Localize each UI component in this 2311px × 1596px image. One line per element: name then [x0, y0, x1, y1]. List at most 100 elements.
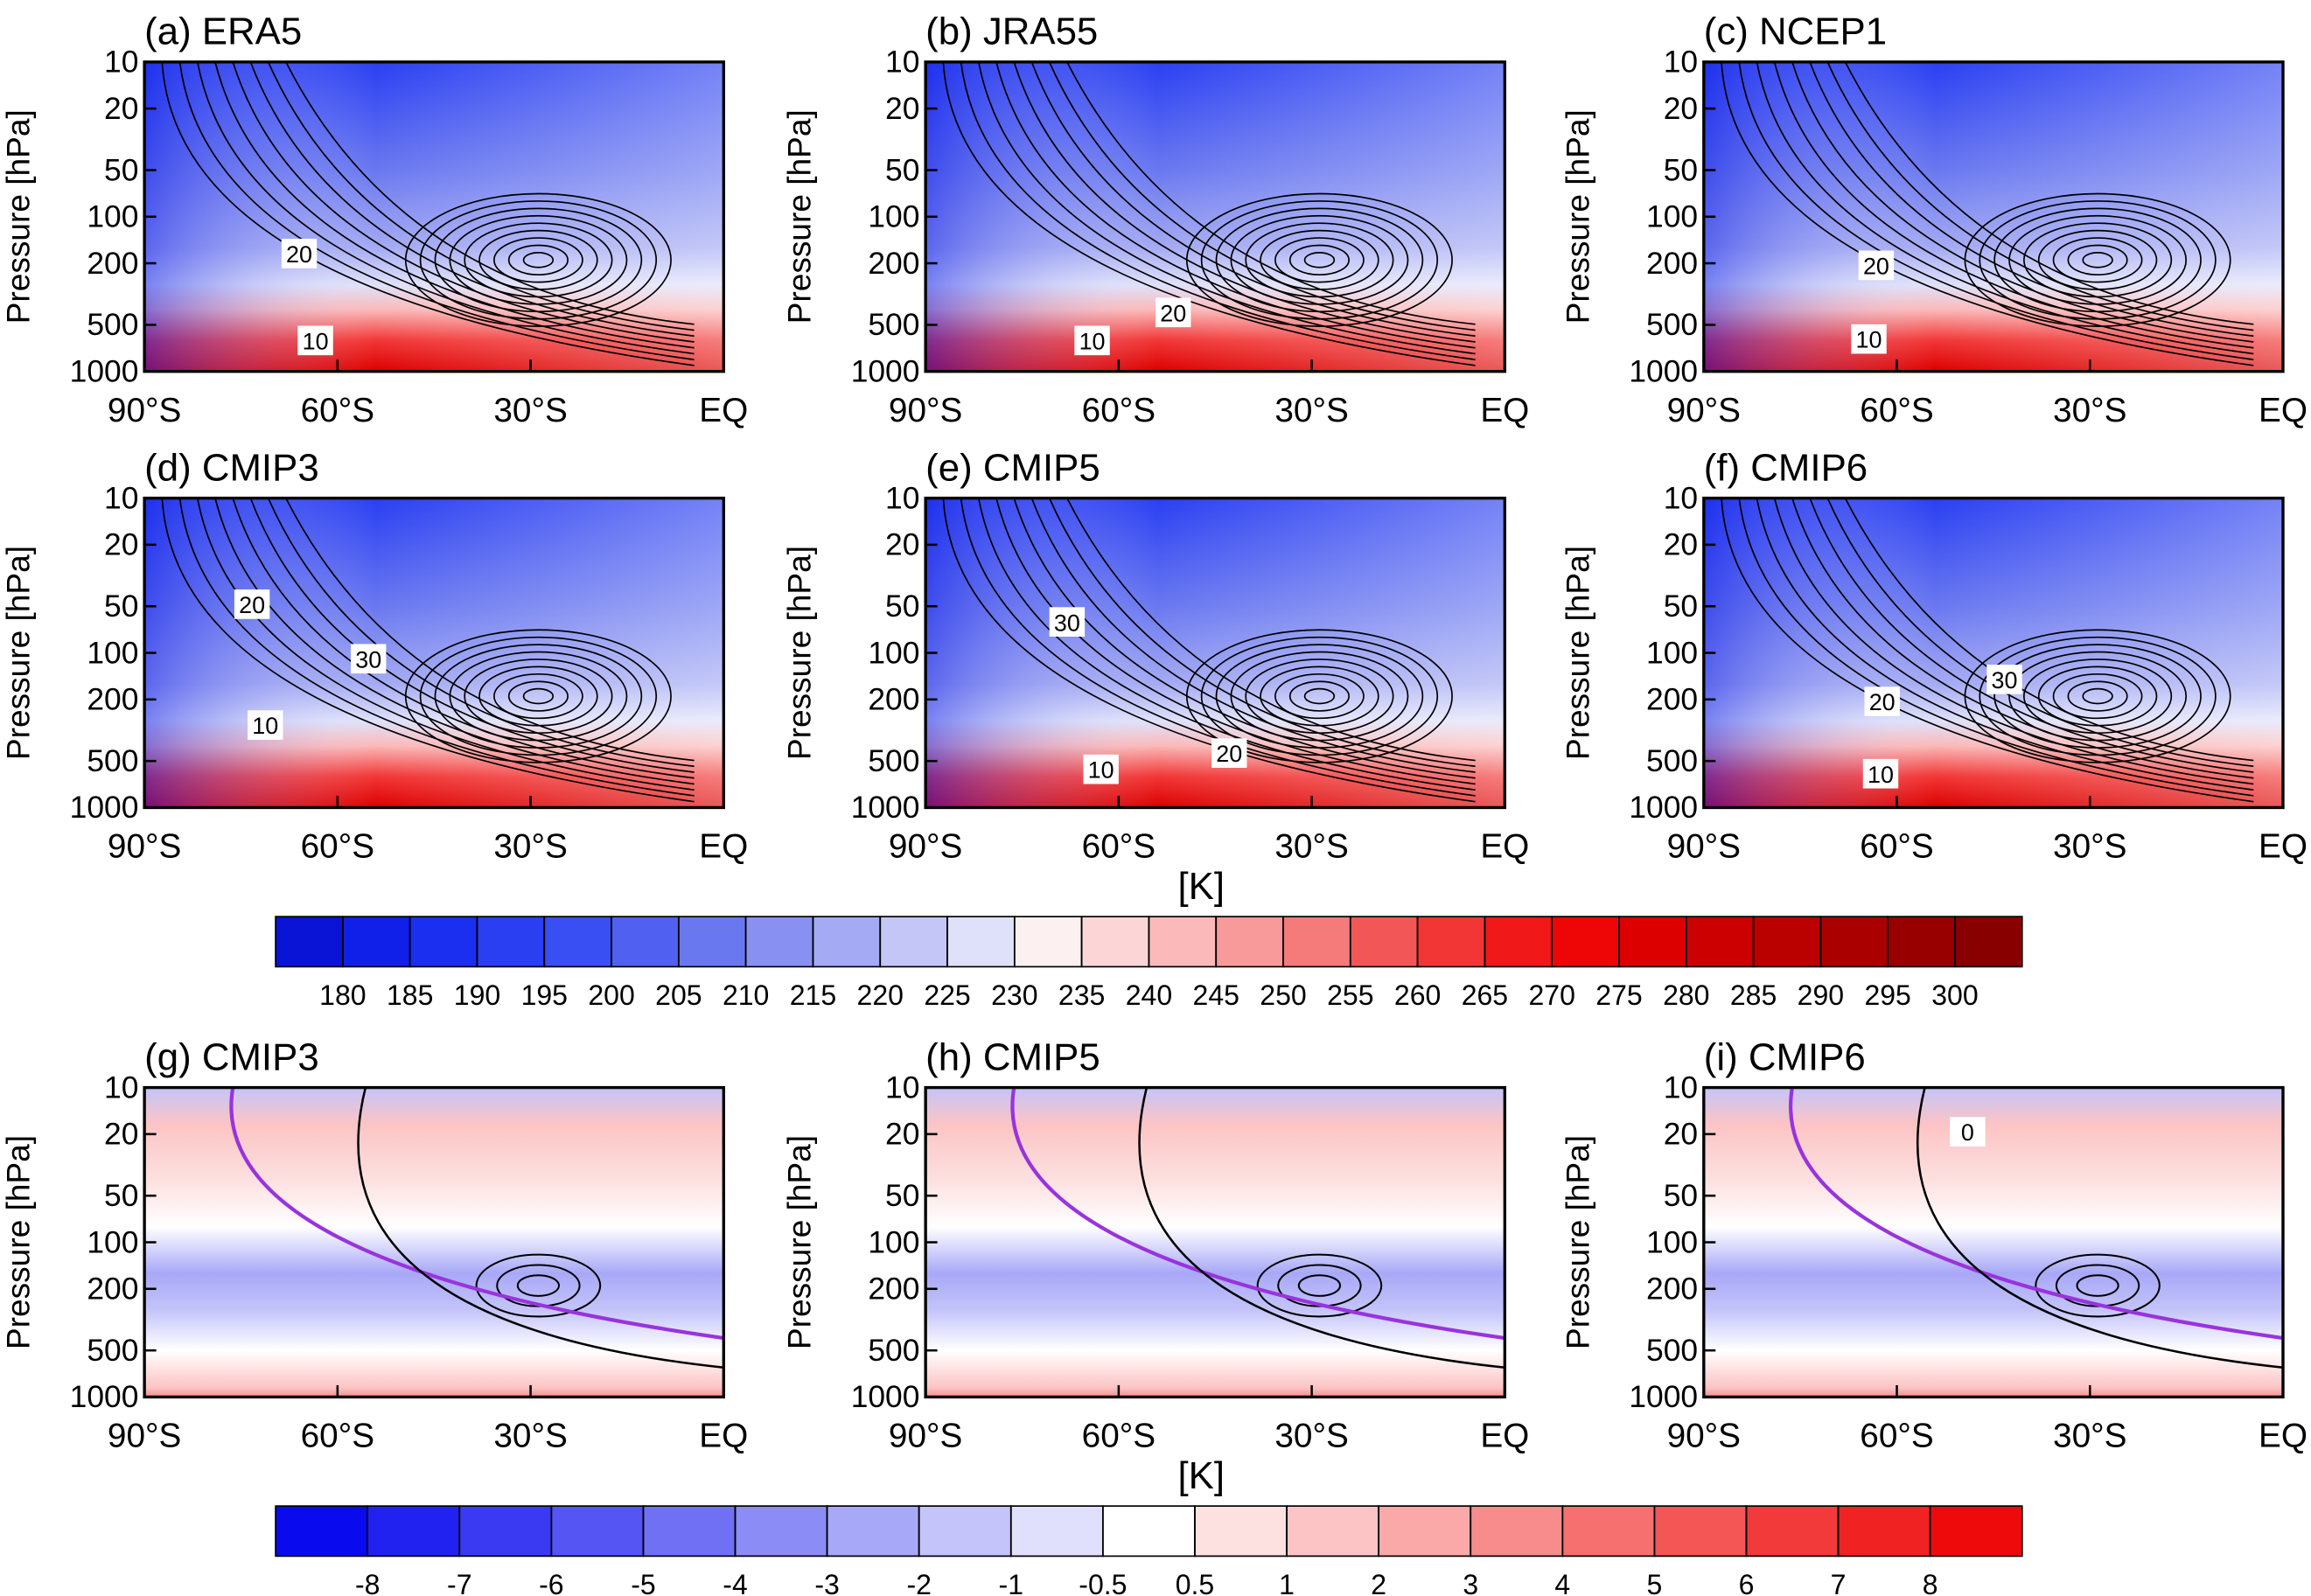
contour-label-box — [1074, 325, 1110, 356]
colorbar-box — [1685, 916, 1755, 968]
x-tick-label: EQ — [1480, 392, 1529, 429]
y-tick-label: 1000 — [1629, 791, 1698, 825]
x-tick-label: 90°S — [889, 392, 962, 429]
colorbar-box — [812, 916, 882, 968]
y-tick-label: 50 — [1664, 1179, 1698, 1213]
colorbar-box — [1013, 916, 1083, 968]
contour-label-box — [248, 710, 283, 740]
colorbar-tick-label: 295 — [1864, 979, 1910, 1011]
colorbar-tick-label: 0.5 — [1176, 1569, 1214, 1596]
contour-label-box — [1156, 297, 1191, 328]
x-tick-label: 30°S — [1274, 828, 1348, 866]
colorbar-tick-label: 210 — [723, 979, 769, 1011]
colorbar-box — [476, 916, 546, 968]
contour-line — [229, 1087, 724, 1341]
y-tick-label: 200 — [87, 247, 138, 281]
colorbar-label: [K] — [1177, 865, 1225, 908]
x-tick-label: 90°S — [1667, 828, 1741, 866]
y-tick-label: 500 — [868, 1334, 919, 1368]
y-tick-label: 50 — [104, 153, 138, 187]
colorbar-tick-label: -8 — [355, 1569, 380, 1596]
contour-line — [249, 61, 695, 338]
contour-label: 20 — [1160, 300, 1186, 326]
y-tick-label: 20 — [885, 92, 919, 126]
colorbar-tick-label: 220 — [857, 979, 904, 1011]
x-tick-label: 30°S — [1274, 392, 1348, 429]
colorbar-box — [1954, 916, 2023, 968]
contour-line — [1010, 1087, 1505, 1341]
y-tick-label: 10 — [885, 1070, 919, 1105]
contour-line — [995, 498, 1476, 785]
panel-title: (e) CMIP5 — [925, 446, 1100, 489]
contour-line — [2035, 1253, 2161, 1318]
y-tick-label: 200 — [868, 683, 919, 717]
contour-line — [1048, 498, 1476, 768]
colorbar-tick-label: 195 — [521, 979, 568, 1011]
colorbar-tick-label: -1 — [999, 1569, 1023, 1596]
contour-line — [2052, 237, 2143, 283]
y-tick-label: 1000 — [1629, 355, 1698, 389]
colorbar-box — [1653, 1505, 1748, 1558]
contour-label: 30 — [1992, 667, 2018, 693]
contour-line — [196, 498, 695, 791]
colorbar-box — [642, 1505, 737, 1558]
colorbar-box — [1349, 916, 1419, 968]
contour-line — [249, 498, 695, 773]
colorbar-box — [1887, 916, 1956, 968]
y-tick-label: 100 — [87, 1225, 138, 1259]
contour-line — [285, 498, 695, 762]
colorbar-tick-label: 7 — [1831, 1569, 1847, 1596]
y-tick-label: 50 — [104, 1179, 138, 1213]
contour-line — [960, 61, 1476, 361]
colorbar-tick-label: -2 — [906, 1569, 931, 1596]
colorbar-tick-label: 235 — [1058, 979, 1105, 1011]
x-tick-label: EQ — [1480, 828, 1529, 866]
y-tick-label: 50 — [104, 589, 138, 624]
y-axis-label: Pressure [hPa] — [781, 109, 818, 324]
contour-line — [977, 498, 1476, 791]
y-tick-label: 20 — [104, 1118, 138, 1152]
contour-line — [2067, 680, 2128, 712]
colorbar-box — [879, 916, 948, 968]
colorbar-box — [1929, 1505, 2023, 1558]
contour-line — [960, 498, 1476, 797]
y-tick-label: 50 — [1664, 589, 1698, 624]
y-tick-label: 50 — [885, 589, 919, 624]
contour-line — [1789, 1087, 2284, 1341]
contour-line — [1303, 687, 1336, 705]
colorbar-box — [1009, 1505, 1104, 1558]
panel-title: (a) ERA5 — [144, 10, 302, 53]
contour-label: 10 — [252, 713, 278, 739]
y-tick-label: 10 — [104, 481, 138, 515]
colorbar-tick-label: -3 — [814, 1569, 839, 1596]
contour-line — [942, 498, 1476, 803]
contour-line — [232, 61, 695, 343]
colorbar-box — [1745, 1505, 1840, 1558]
x-tick-label: EQ — [699, 828, 748, 866]
panel-title: (i) CMIP6 — [1704, 1035, 1866, 1078]
contour-line — [1048, 61, 1476, 331]
contour-label: 10 — [1856, 327, 1882, 353]
contour-line — [1288, 680, 1350, 712]
y-tick-label: 100 — [87, 636, 138, 670]
contour-line — [1030, 61, 1476, 338]
contour-line — [493, 673, 583, 720]
x-tick-label: EQ — [2259, 392, 2308, 429]
contour-line — [1809, 61, 2254, 338]
x-tick-label: 30°S — [2053, 392, 2126, 429]
contour-label-box — [1851, 324, 1887, 354]
x-tick-label: 90°S — [108, 1418, 181, 1455]
colorbar-box — [1618, 916, 1687, 968]
colorbar-tick-label: 255 — [1327, 979, 1373, 1011]
y-tick-label: 500 — [87, 308, 138, 342]
colorbar-tick-label: 260 — [1394, 979, 1441, 1011]
y-tick-label: 20 — [885, 1118, 919, 1152]
x-tick-label: 30°S — [2053, 828, 2126, 866]
colorbar-box — [1752, 916, 1822, 968]
y-tick-label: 10 — [1664, 45, 1698, 80]
contour-label-box — [1083, 754, 1119, 784]
colorbar-tick-label: 185 — [387, 979, 433, 1011]
x-tick-label: 60°S — [301, 392, 374, 429]
colorbar-box — [1378, 1505, 1472, 1558]
contour-label-box — [281, 239, 318, 268]
